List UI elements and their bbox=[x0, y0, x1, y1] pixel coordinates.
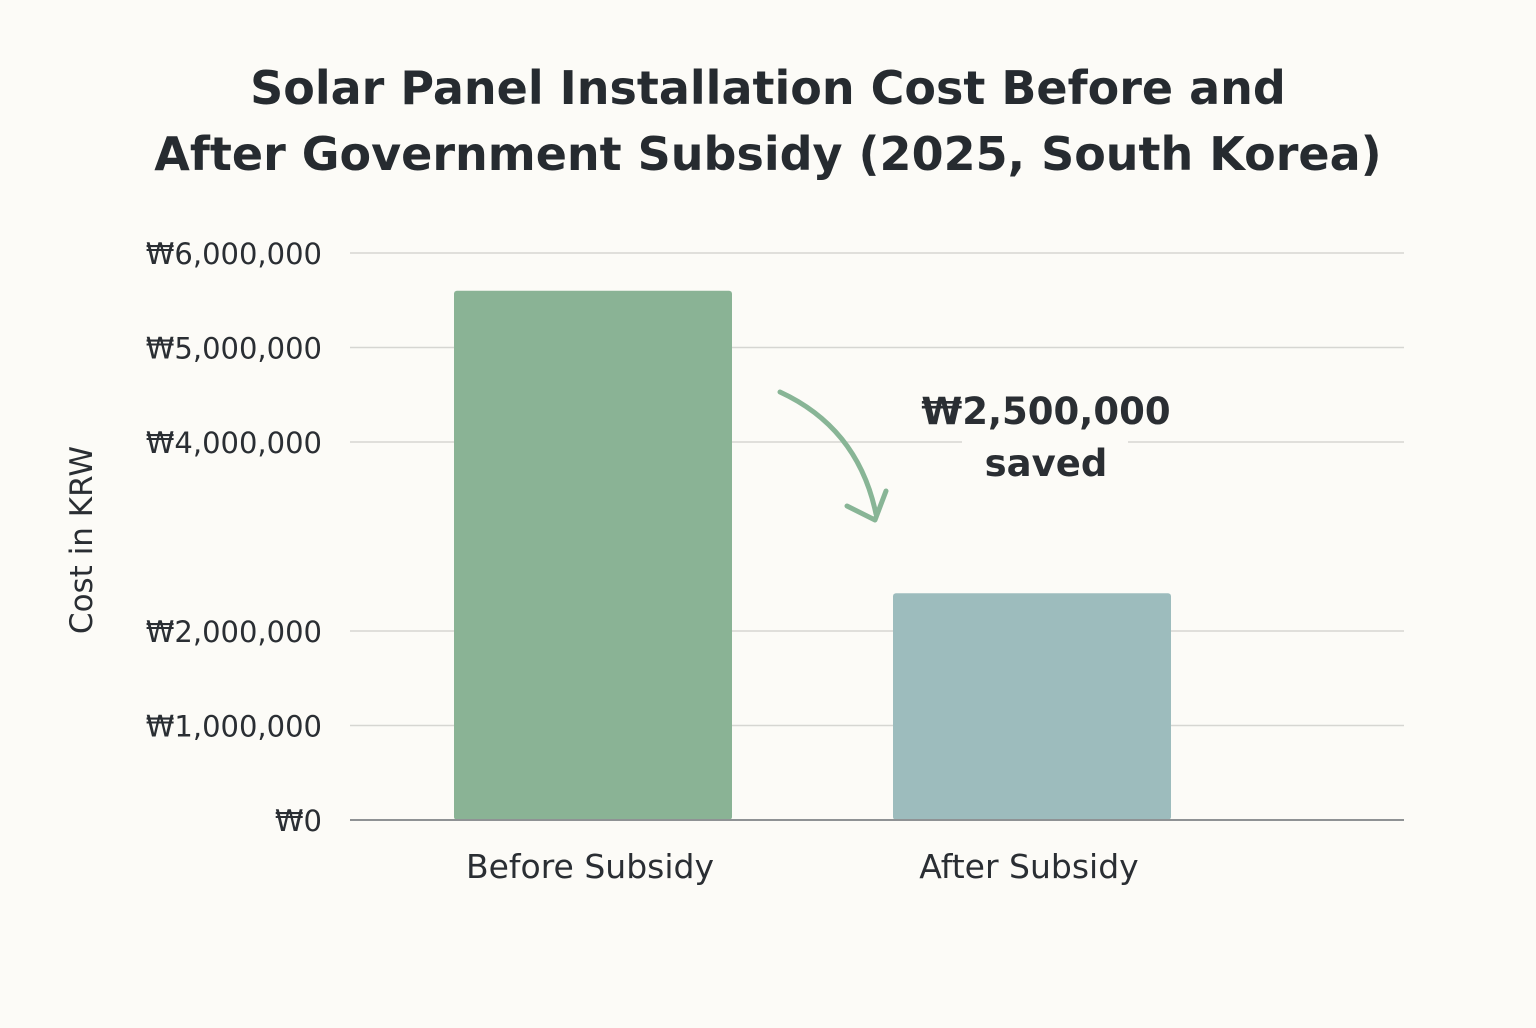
annotation-saved: saved bbox=[985, 442, 1108, 485]
y-axis-label: Cost in KRW bbox=[64, 446, 100, 634]
x-axis-labels: Before Subsidy After Subsidy bbox=[466, 847, 1139, 886]
y-tick-label: ₩1,000,000 bbox=[146, 710, 322, 744]
bar-after-subsidy bbox=[893, 593, 1171, 820]
annotation-amount: ₩2,500,000 bbox=[921, 390, 1170, 433]
y-tick-label: ₩4,000,000 bbox=[146, 426, 322, 460]
x-tick-label: After Subsidy bbox=[919, 847, 1138, 886]
y-axis-ticks: ₩0 ₩1,000,000 ₩2,000,000 ₩4,000,000 ₩5,000,0… bbox=[146, 237, 322, 838]
savings-annotation: ₩2,500,000 saved bbox=[777, 384, 1171, 523]
annotation-background bbox=[962, 384, 1128, 492]
chart-title-line-2: After Government Subsidy (2025, South Ko… bbox=[154, 127, 1381, 181]
bars bbox=[454, 290, 1171, 820]
savings-arrowhead-icon bbox=[844, 488, 889, 523]
savings-arrow bbox=[777, 389, 879, 517]
x-tick-label: Before Subsidy bbox=[466, 847, 714, 886]
bar-before-subsidy bbox=[454, 290, 732, 820]
chart-title: Solar Panel Installation Cost Before and… bbox=[154, 61, 1381, 181]
y-tick-label: ₩5,000,000 bbox=[146, 332, 322, 366]
y-tick-label: ₩0 bbox=[275, 804, 322, 838]
y-tick-label: ₩2,000,000 bbox=[146, 615, 322, 649]
y-tick-label: ₩6,000,000 bbox=[146, 237, 322, 271]
chart-title-line-1: Solar Panel Installation Cost Before and bbox=[250, 61, 1286, 115]
